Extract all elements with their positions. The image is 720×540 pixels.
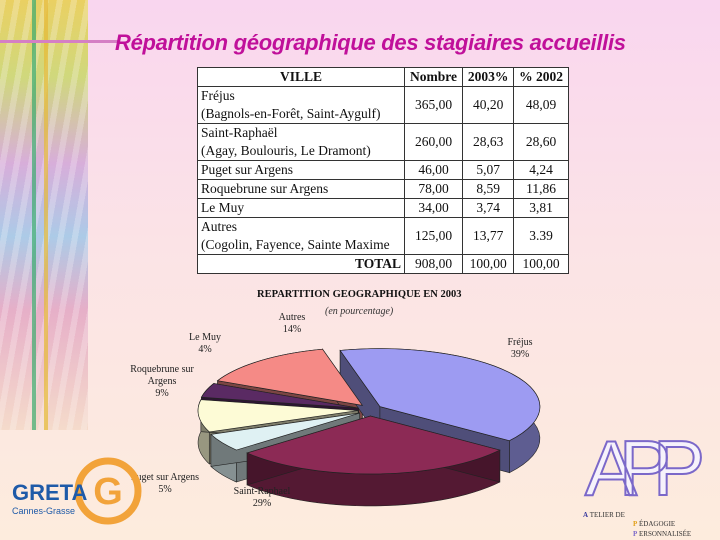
slice-name: Saint-Raphael: [234, 486, 291, 497]
slice-name: Le Muy: [189, 332, 221, 343]
count-cell: 46,00: [403, 160, 464, 180]
app-initial-p: P: [633, 520, 638, 528]
greta-name: GRETA: [12, 480, 87, 505]
page-title: Répartition géographique des stagiaires …: [115, 30, 626, 55]
greta-ring: [74, 457, 142, 525]
title-rule: [0, 40, 120, 43]
count-cell: 125,00: [403, 217, 464, 255]
slice-label: Saint-Raphael 29%: [234, 486, 291, 509]
slice-name: Fréjus: [508, 337, 533, 348]
app-letters: APP: [585, 425, 701, 512]
slice-label: Le Muy 4%: [189, 332, 221, 355]
city-cell: Roquebrune sur Argens: [197, 179, 405, 199]
slice-percent: 9%: [155, 388, 168, 399]
table-header-row: VILLE Nombre 2003% % 2002: [197, 67, 569, 87]
total-count: 908,00: [403, 254, 464, 274]
table-row: Fréjus (Bagnols-en-Forêt, Saint-Aygulf) …: [197, 86, 569, 124]
app-initial-a: A: [583, 511, 588, 519]
app-line-3-rest: ERSONNALISÉE: [639, 530, 691, 538]
decorative-side-banner: [0, 0, 88, 430]
slice-percent: 5%: [158, 484, 171, 495]
pie-slice-fr-jus: [339, 348, 541, 442]
city-name: Fréjus: [201, 88, 235, 103]
pct-2002-cell: 28,60: [513, 123, 569, 161]
total-pct-2003: 100,00: [462, 254, 515, 274]
total-pct-2002: 100,00: [513, 254, 569, 274]
pct-2002-cell: 3,81: [513, 198, 569, 218]
table-row: Saint-Raphaël (Agay, Boulouris, Le Dramo…: [197, 123, 569, 161]
table-row: Le Muy 34,00 3,74 3,81: [197, 198, 569, 218]
slice-percent: 4%: [198, 344, 211, 355]
column-header: VILLE: [197, 67, 405, 87]
total-label: TOTAL: [197, 254, 405, 274]
city-name: Puget sur Argens: [201, 162, 294, 177]
app-line-2-rest: ÉDAGOGIE: [639, 520, 675, 528]
greta-subtitle: Cannes-Grasse: [12, 506, 75, 516]
table-row: Roquebrune sur Argens 78,00 8,59 11,86: [197, 179, 569, 199]
app-line-1-rest: TELIER DE: [590, 511, 625, 519]
slice-label: Autres 14%: [279, 312, 306, 335]
pie-slice-puget-sur-argens: [210, 412, 360, 451]
city-detail: (Cogolin, Fayence, Sainte Maxime: [201, 237, 390, 252]
slice-percent: 29%: [253, 498, 271, 509]
pie-slice-autres: [216, 348, 364, 406]
banner-stripe: [44, 0, 48, 430]
slice-percent: 14%: [283, 324, 301, 335]
city-cell: Puget sur Argens: [197, 160, 405, 180]
city-detail: (Bagnols-en-Forêt, Saint-Aygulf): [201, 106, 381, 121]
slice-label: Roquebrune sur Argens 9%: [130, 364, 194, 399]
city-detail: (Agay, Boulouris, Le Dramont): [201, 143, 371, 158]
data-table: VILLE Nombre 2003% % 2002 Fréjus (Bagnol…: [197, 67, 569, 274]
app-line-3: P ERSONNALISÉE: [633, 530, 691, 538]
chart-subtitle: (en pourcentage): [325, 306, 394, 317]
pct-2003-cell: 5,07: [462, 160, 515, 180]
count-cell: 365,00: [403, 86, 464, 124]
slice-name: Roquebrune sur: [130, 364, 194, 375]
count-cell: 260,00: [403, 123, 464, 161]
city-cell: Fréjus (Bagnols-en-Forêt, Saint-Aygulf): [197, 86, 405, 124]
pct-2003-cell: 28,63: [462, 123, 515, 161]
app-line-1: A TELIER DE: [583, 511, 625, 519]
pie-slice-saint-raphael: [246, 415, 501, 475]
slice-name: Puget sur Argens: [131, 472, 199, 483]
city-cell: Saint-Raphaël (Agay, Boulouris, Le Dramo…: [197, 123, 405, 161]
city-name: Saint-Raphaël: [201, 125, 278, 140]
banner-stripe: [32, 0, 36, 430]
chart-title: REPARTITION GEOGRAPHIQUE EN 2003: [257, 289, 462, 300]
greta-g-glyph: G: [93, 471, 123, 513]
slice-label: Puget sur Argens 5%: [131, 472, 199, 495]
city-name: Autres: [201, 219, 237, 234]
pct-2003-cell: 3,74: [462, 198, 515, 218]
pie-slice-le-muy: [200, 383, 359, 409]
city-name: Roquebrune sur Argens: [201, 181, 329, 196]
pie-slice-roquebrune-sur-argens: [197, 399, 359, 433]
app-logo: APP A TELIER DE P ÉDAGOGIE P ERSONNALISÉ…: [583, 425, 720, 538]
app-initial-p2: P: [633, 530, 638, 538]
app-line-2: P ÉDAGOGIE: [633, 520, 675, 528]
pct-2003-cell: 13,77: [462, 217, 515, 255]
greta-logo: G GRETA Cannes-Grasse: [12, 457, 142, 525]
city-cell: Autres (Cogolin, Fayence, Sainte Maxime: [197, 217, 405, 255]
pct-2002-cell: 48,09: [513, 86, 569, 124]
city-name: Le Muy: [201, 200, 245, 215]
slice-name: Autres: [279, 312, 306, 323]
slice-name: Argens: [148, 376, 177, 387]
slice-percent: 39%: [511, 349, 529, 360]
total-row: TOTAL 908,00 100,00 100,00: [197, 254, 569, 274]
pct-2002-cell: 3.39: [513, 217, 569, 255]
slice-label: Fréjus 39%: [508, 337, 533, 360]
pct-2003-cell: 40,20: [462, 86, 515, 124]
table-row: Autres (Cogolin, Fayence, Sainte Maxime …: [197, 217, 569, 255]
